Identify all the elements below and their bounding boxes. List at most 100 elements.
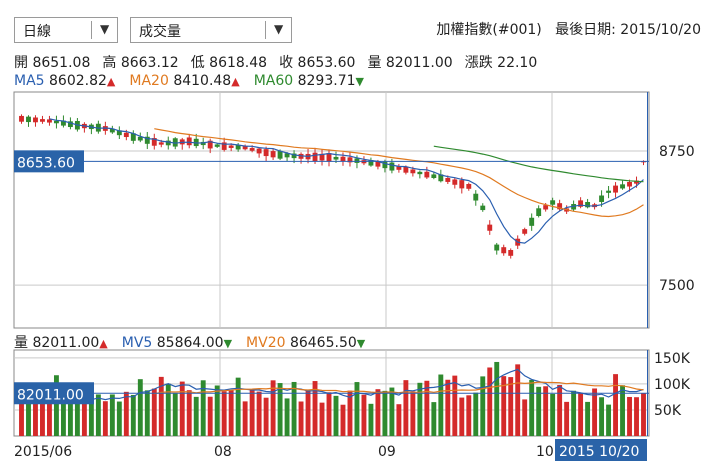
candle-body	[214, 144, 220, 147]
legend-label: 量	[14, 335, 33, 351]
volume-bar	[270, 380, 276, 436]
volume-bar	[599, 397, 605, 436]
candle-body	[312, 152, 318, 162]
candle-body	[263, 149, 269, 157]
chevron-down-icon[interactable]: ▼	[274, 22, 284, 36]
x-tick-label: 09	[378, 444, 396, 460]
candle-body	[242, 146, 248, 150]
volume-bar	[228, 390, 234, 436]
cursor-price-label: 8653.60	[17, 155, 75, 171]
volume-bar	[26, 396, 31, 436]
period-select[interactable]: 日線 ▼	[14, 17, 118, 43]
candle-body	[501, 247, 507, 254]
candle-body	[130, 133, 136, 141]
volume-bar	[473, 392, 479, 436]
ma-legend: MA5 8602.82▲ MA20 8410.48▲ MA60 8293.71▼	[14, 73, 378, 89]
header-info: 加權指數(#001) 最後日期: 2015/10/20	[436, 19, 701, 39]
candle-body	[354, 158, 360, 163]
candle-body	[375, 161, 381, 167]
vol-legend-量: 量 82011.00▲	[14, 335, 108, 351]
volume-bar	[550, 393, 556, 436]
volume-bar	[165, 383, 171, 436]
volume-bar	[368, 403, 374, 436]
candle-body	[158, 142, 164, 145]
candle-body	[557, 203, 563, 210]
candle-body	[270, 151, 276, 158]
volume-bar	[375, 389, 381, 436]
vol-legend-mv20: MV20 86465.50▼	[246, 335, 365, 351]
volume-bar	[501, 376, 507, 436]
candle-body	[144, 136, 150, 144]
volume-bar	[179, 381, 185, 436]
candle-body	[137, 136, 143, 141]
candle-body	[473, 193, 479, 201]
indicator-select[interactable]: 成交量 ▼	[130, 17, 292, 43]
open-stat: 開 8651.08	[14, 55, 91, 71]
volume-bar	[592, 388, 598, 436]
candle-body	[53, 120, 59, 124]
volume-bar	[424, 380, 430, 436]
candle-body	[585, 201, 591, 208]
volume-bar	[340, 404, 346, 436]
candle-body	[40, 119, 45, 122]
volume-bar	[543, 386, 549, 436]
legend-value: 82011.00	[32, 335, 100, 351]
volume-bar	[102, 401, 108, 436]
candle-body	[319, 153, 325, 161]
volume-tick-label: 50K	[654, 403, 682, 419]
volume-bar	[396, 404, 402, 436]
volume-bar	[130, 394, 136, 436]
volume-legend: 量 82011.00▲ MV5 85864.00▼ MV20 86465.50▼	[14, 332, 379, 352]
volume-tick-label: 100K	[654, 377, 691, 393]
volume-bar	[74, 402, 80, 436]
indicator-select-value: 成交量	[139, 24, 181, 40]
candle-body	[326, 153, 332, 162]
x-tick-label: 10	[536, 444, 554, 460]
volume-bar	[431, 402, 437, 436]
candle-body	[382, 161, 388, 169]
select-divider	[91, 21, 92, 39]
legend-label: MA20	[129, 73, 174, 89]
candle-body	[508, 250, 514, 256]
volume-stat: 量 82011.00	[367, 55, 453, 71]
volume-bar	[487, 367, 493, 436]
candle-body	[221, 142, 227, 150]
candle-body	[494, 244, 500, 251]
volume-bar	[284, 398, 290, 436]
volume-bar	[151, 388, 157, 436]
candle-body	[403, 166, 409, 173]
volume-bar	[88, 400, 94, 436]
candle-body	[487, 224, 493, 231]
volume-bar	[158, 376, 164, 436]
candle-body	[284, 153, 290, 158]
volume-bar	[242, 401, 248, 436]
candle-body	[33, 117, 38, 123]
triangle-down-icon: ▼	[223, 337, 233, 350]
volume-bar	[333, 395, 339, 436]
volume-bar	[186, 390, 192, 436]
candle-body	[235, 145, 241, 150]
volume-bar	[403, 380, 409, 436]
high-stat: 高 8663.12	[102, 55, 179, 71]
volume-bar	[305, 390, 311, 436]
chevron-down-icon[interactable]: ▼	[100, 22, 110, 36]
volume-bar	[298, 401, 304, 436]
volume-bar	[172, 393, 178, 436]
volume-bar	[508, 377, 514, 436]
change-stat: 漲跌 22.10	[464, 55, 538, 71]
volume-bar	[109, 394, 115, 436]
volume-bar	[620, 385, 625, 436]
candle-body	[172, 138, 178, 147]
candle-body	[60, 120, 66, 126]
volume-tick-label: 150K	[654, 351, 691, 367]
volume-bar	[634, 397, 639, 436]
candle-body	[599, 195, 605, 202]
candle-body	[368, 160, 374, 166]
last-date: 2015/10/20	[620, 22, 701, 38]
candle-body	[445, 177, 451, 182]
volume-bar	[312, 381, 318, 436]
candle-body	[277, 150, 283, 159]
candle-body	[347, 157, 353, 163]
volume-bar	[116, 401, 122, 436]
